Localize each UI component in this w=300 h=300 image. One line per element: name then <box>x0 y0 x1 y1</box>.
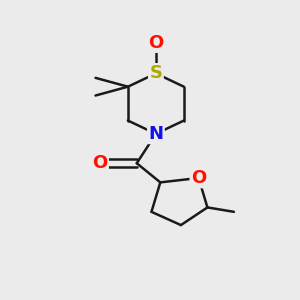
Text: N: N <box>148 125 164 143</box>
Text: O: O <box>191 169 206 187</box>
Text: S: S <box>149 64 162 82</box>
Text: O: O <box>92 154 108 172</box>
Text: O: O <box>148 34 164 52</box>
